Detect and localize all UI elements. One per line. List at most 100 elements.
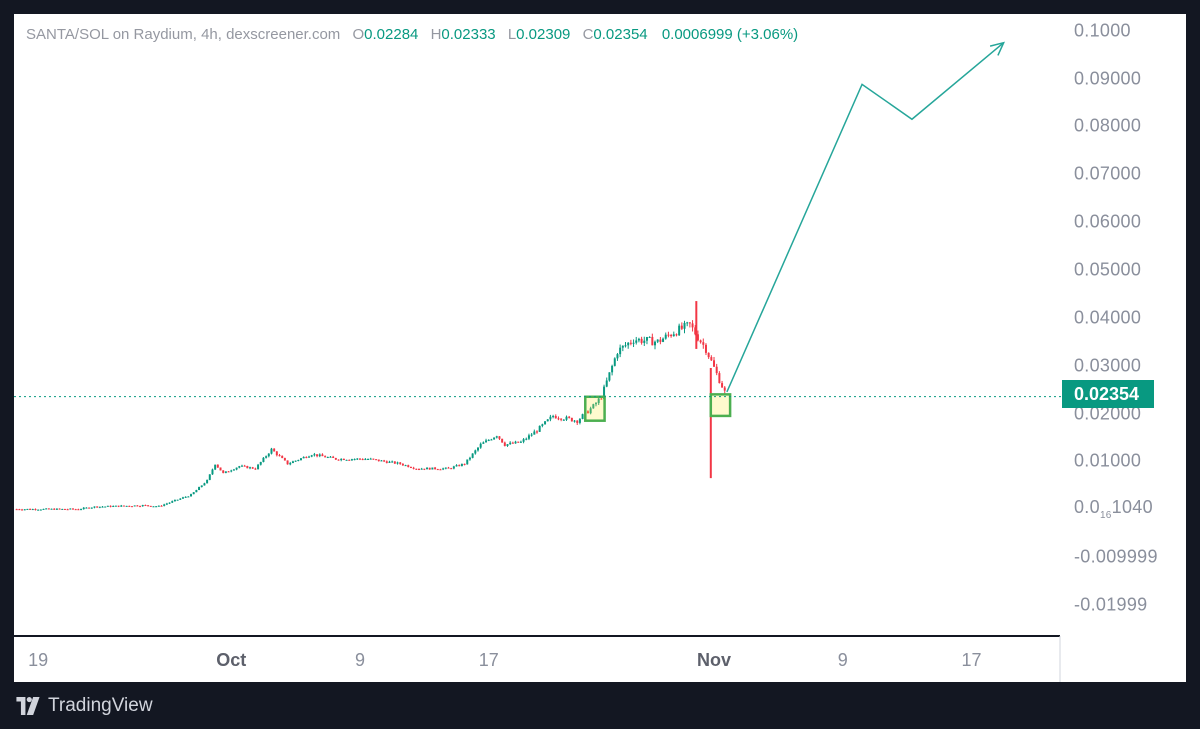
- candle-body: [273, 448, 276, 452]
- candle-body: [715, 366, 718, 374]
- candle-body: [72, 508, 75, 510]
- candle-body: [224, 471, 227, 473]
- candle-body: [136, 505, 139, 507]
- tradingview-branding[interactable]: TradingView: [14, 695, 153, 717]
- candle-body: [544, 421, 547, 425]
- candle-body: [560, 418, 563, 420]
- candle-body: [707, 352, 710, 358]
- candle-body: [463, 463, 466, 465]
- candle-body: [568, 416, 571, 418]
- candle-body: [21, 509, 24, 511]
- close-value: 0.02354: [593, 26, 648, 43]
- candle-body: [203, 483, 206, 486]
- candle-body: [412, 467, 415, 469]
- candle-body: [428, 467, 431, 470]
- candle-body: [23, 509, 26, 511]
- candle-body: [525, 438, 528, 440]
- candle-body: [238, 466, 241, 468]
- tradingview-brand-label: TradingView: [48, 695, 153, 716]
- candle-body: [702, 342, 705, 345]
- candle-body: [18, 509, 21, 511]
- candle-body: [511, 442, 514, 444]
- candle-body: [88, 507, 91, 509]
- candle-body: [257, 464, 260, 470]
- candle-body: [651, 336, 654, 346]
- candle-body: [350, 459, 353, 461]
- high-label: H: [430, 26, 442, 43]
- candle-body: [240, 465, 243, 467]
- candle-body: [490, 439, 493, 441]
- candle-body: [517, 441, 520, 443]
- highlight-box: [709, 393, 732, 418]
- candle-body: [586, 411, 589, 414]
- candle-body: [214, 464, 217, 470]
- candle-body: [37, 509, 40, 511]
- candle-body: [133, 505, 136, 507]
- candle-body: [356, 458, 359, 460]
- candle-body: [522, 439, 525, 442]
- candle-body: [147, 505, 150, 507]
- candle-body: [640, 338, 643, 343]
- candle-body: [318, 454, 321, 457]
- candle-body: [291, 461, 294, 464]
- candle-body: [519, 441, 522, 443]
- candle-body: [47, 508, 50, 510]
- candle-body: [232, 469, 235, 471]
- candle-body: [206, 479, 209, 484]
- candle-body: [471, 453, 474, 458]
- candle-body: [723, 387, 726, 391]
- candle-body: [509, 442, 512, 445]
- candle-body: [434, 467, 437, 470]
- candle-body: [391, 461, 394, 463]
- time-tick-label: 9: [354, 650, 365, 670]
- high-value: 0.02333: [441, 26, 496, 43]
- candle-body: [409, 467, 412, 469]
- candle-body: [450, 468, 453, 470]
- candle-body: [171, 501, 174, 503]
- candle-body: [93, 506, 96, 508]
- candle-body: [466, 459, 469, 465]
- close-label: C: [582, 26, 594, 43]
- candle-body: [364, 459, 367, 461]
- candle-body: [592, 404, 595, 409]
- candle-body: [353, 459, 356, 461]
- candle-body: [139, 506, 142, 508]
- candle-body: [63, 508, 66, 510]
- projection-layer: [726, 41, 1006, 393]
- candle-body: [718, 373, 721, 384]
- candle-body: [179, 498, 182, 500]
- candle-body: [624, 345, 627, 347]
- candle-body: [578, 418, 581, 423]
- candle-body: [503, 442, 506, 446]
- candle-body: [200, 485, 203, 488]
- candle-body: [619, 347, 622, 355]
- candle-body: [680, 325, 683, 329]
- candle-body: [396, 462, 399, 464]
- candlestick-chart[interactable]: [14, 14, 1186, 682]
- candle-body: [308, 456, 311, 458]
- candle-body: [367, 458, 370, 460]
- price-tick-label: 0.1000: [1074, 20, 1131, 41]
- candle-body: [281, 455, 284, 459]
- candle-body: [216, 464, 219, 468]
- candle-body: [31, 509, 34, 511]
- candle-body: [348, 459, 351, 461]
- candle-body: [662, 338, 665, 342]
- candle-body: [439, 469, 442, 471]
- candle-body: [120, 505, 123, 507]
- candle-body: [275, 451, 278, 456]
- candle-body: [230, 470, 233, 472]
- candle-body: [149, 505, 152, 507]
- candle-body: [259, 461, 262, 465]
- candle-body: [536, 431, 538, 433]
- candle-body: [487, 439, 490, 441]
- candle-body: [310, 455, 313, 457]
- price-tick-label: 0.06000: [1074, 211, 1142, 232]
- candle-body: [635, 340, 638, 343]
- candle-body: [302, 456, 305, 459]
- candle-body: [198, 487, 201, 491]
- candle-body: [527, 435, 530, 439]
- candle-body: [648, 336, 651, 338]
- candle-body: [131, 506, 134, 508]
- candle-body: [501, 438, 504, 443]
